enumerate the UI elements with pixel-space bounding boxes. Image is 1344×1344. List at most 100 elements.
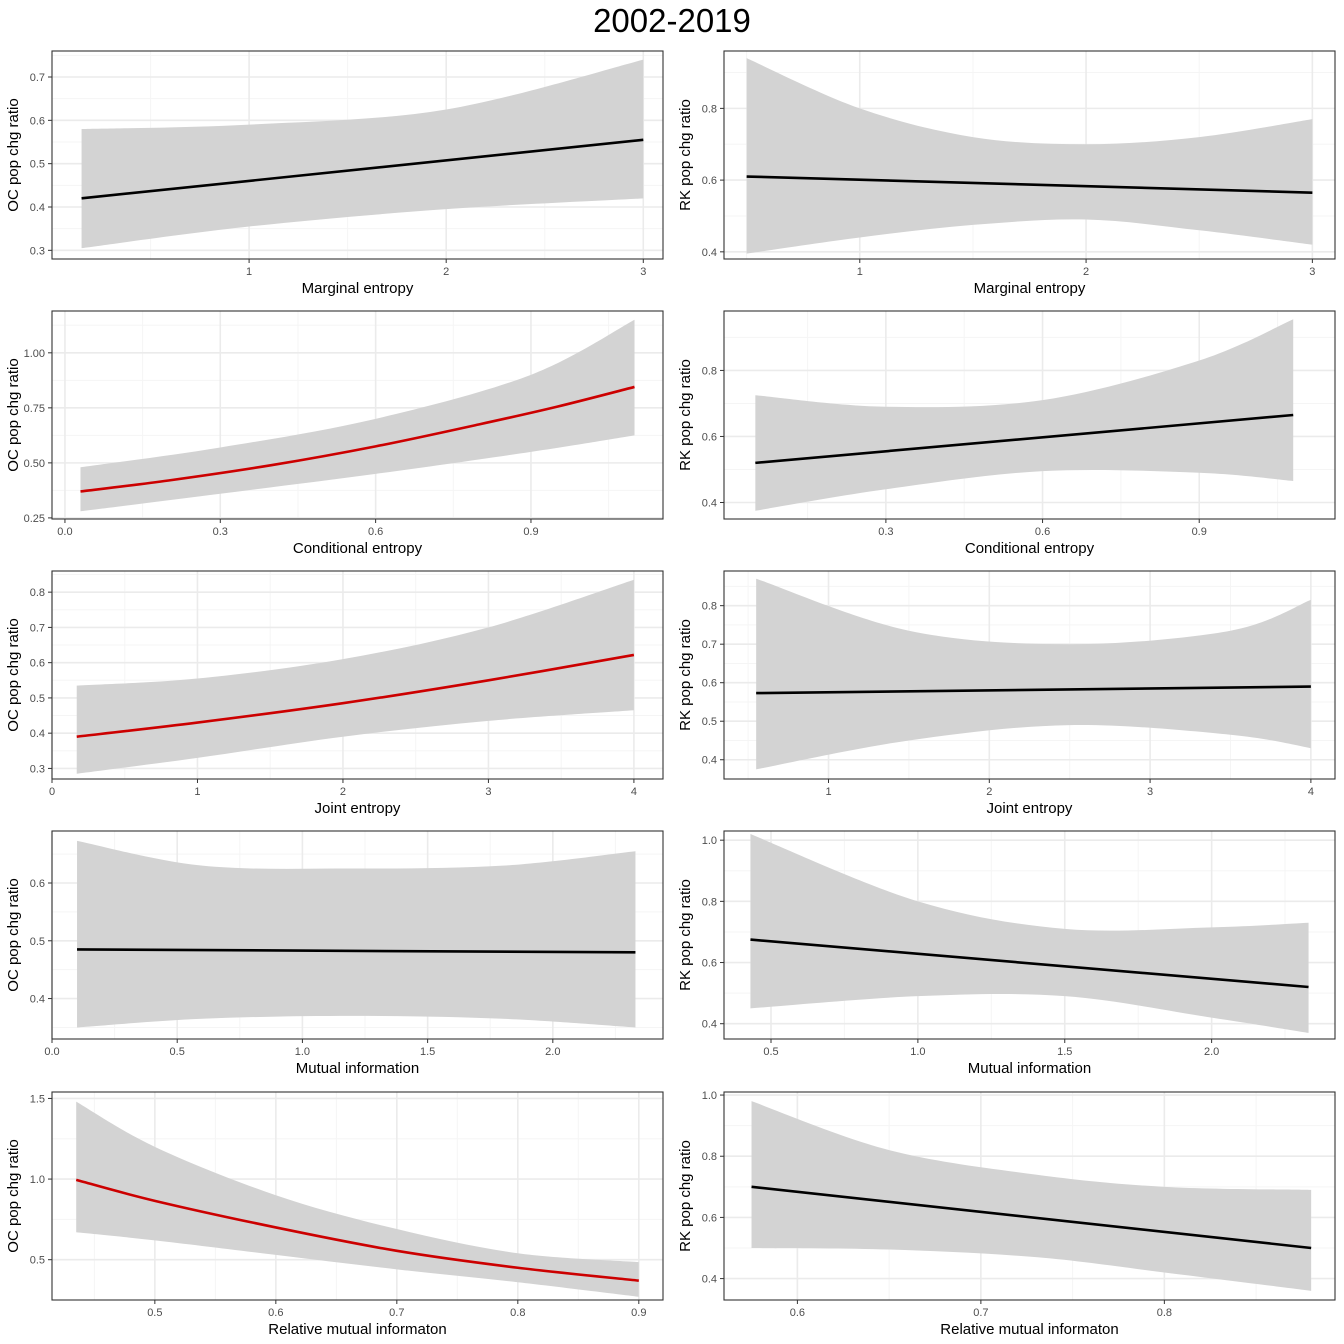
chart-panel-rk-joint: 1 2 3 4 0.4 0.5 0.6 0.7 0.8 Joint entropy RK pop c… [677,570,1336,817]
y-axis-title: RK pop chg ratio [677,619,694,731]
x-tick-label: 3 [1147,786,1153,798]
y-tick-label: 0.6 [702,1212,717,1224]
y-tick-label: 1.5 [30,1093,45,1105]
y-tick-label: 1.00 [24,348,45,360]
y-tick-label: 0.3 [30,763,45,775]
fit-line [756,685,1311,695]
y-axis-title: RK pop chg ratio [677,879,694,991]
x-tick-label: 1.5 [420,1046,435,1058]
x-axis-title: Conditional entropy [293,540,423,557]
panel-border [723,570,1336,780]
x-tick-label: 0.7 [973,1307,988,1319]
y-tick-label: 0.4 [30,202,45,214]
x-axis-title: Mutual information [296,1060,419,1077]
x-axis-title: Conditional entropy [965,540,1095,557]
x-tick-label: 2 [340,786,346,798]
y-tick-label: 0.4 [702,1019,717,1031]
fit-line [755,413,1294,465]
x-tick-label: 2.0 [1204,1046,1219,1058]
x-tick-label: 0.5 [147,1307,162,1319]
x-tick-label: 1.5 [1057,1046,1072,1058]
y-tick-label: 0.5 [702,716,717,728]
x-tick-label: 3 [1309,266,1315,278]
y-tick-label: 0.6 [30,878,45,890]
panel-border [51,310,664,520]
fit-line [77,948,636,954]
x-tick-label: 0.7 [389,1307,404,1319]
y-tick-label: 0.8 [702,1151,717,1163]
y-axis-title: RK pop chg ratio [677,1140,694,1252]
panel-border [51,570,664,780]
y-tick-label: 0.8 [30,587,45,599]
x-axis-title: Marginal entropy [302,280,414,297]
x-tick-label: 2 [1083,266,1089,278]
y-tick-label: 0.4 [702,247,717,259]
x-axis-title: Relative mutual informaton [940,1321,1118,1338]
y-tick-label: 0.5 [30,159,45,171]
x-tick-label: 0.6 [368,526,383,538]
x-axis-title: Joint entropy [315,800,401,817]
fit-line [751,1185,1312,1250]
chart-panel-rk-marginal: 1 2 3 0.4 0.6 0.8 Marginal entropy RK pop chg r… [677,50,1336,297]
y-tick-label: 0.6 [702,175,717,187]
x-tick-label: 2.0 [545,1046,560,1058]
x-tick-label: 0.6 [790,1307,805,1319]
fit-line [750,938,1309,989]
y-tick-label: 1.0 [30,1174,45,1186]
x-tick-label: 0.3 [213,526,228,538]
confidence-band [77,840,636,1028]
y-tick-label: 0.4 [702,755,717,767]
y-tick-label: 0.7 [30,622,45,634]
y-tick-label: 0.8 [702,896,717,908]
y-tick-label: 0.6 [702,958,717,970]
x-tick-label: 3 [640,266,646,278]
x-tick-label: 1.0 [295,1046,310,1058]
x-tick-label: 2 [986,786,992,798]
y-tick-label: 0.8 [702,365,717,377]
panel-border [51,50,664,260]
y-axis-title: OC pop chg ratio [5,1139,22,1252]
fit-line [746,175,1313,194]
y-tick-label: 0.7 [702,639,717,651]
y-tick-label: 1.0 [702,1090,717,1102]
fit-line [75,1178,639,1282]
y-tick-label: 0.8 [702,103,717,115]
y-tick-label: 0.7 [30,72,45,84]
y-tick-label: 0.6 [702,431,717,443]
fit-line [81,138,644,200]
x-tick-label: 4 [631,786,637,798]
y-tick-label: 0.4 [702,1274,717,1286]
chart-panel-oc-mutual: 0.0 0.5 1.0 1.5 2.0 0.4 0.5 0.6 Mutual informati… [5,830,664,1077]
x-tick-label: 0.5 [170,1046,185,1058]
panel-border [723,310,1336,520]
x-axis-title: Joint entropy [987,800,1073,817]
panel-border [51,830,664,1040]
y-axis-title: RK pop chg ratio [677,99,694,211]
y-tick-label: 0.50 [24,458,45,470]
x-tick-label: 0.6 [268,1307,283,1319]
x-axis-title: Relative mutual informaton [268,1321,446,1338]
x-tick-label: 0.9 [523,526,538,538]
y-tick-label: 0.6 [30,658,45,670]
chart-panel-rk-conditional: 0.3 0.6 0.9 0.4 0.6 0.8 Conditional entropy RK … [677,310,1336,557]
x-tick-label: 0.9 [1192,526,1207,538]
confidence-band [755,319,1294,511]
chart-panel-rk-relative: 0.6 0.7 0.8 0.4 0.6 0.8 1.0 Relative mutual inf… [677,1090,1336,1338]
y-axis-title: OC pop chg ratio [5,878,22,991]
panel-border [723,1091,1336,1301]
y-tick-label: 0.4 [30,994,45,1006]
y-tick-label: 0.3 [30,245,45,257]
fit-line [80,385,635,493]
x-tick-label: 0.9 [631,1307,646,1319]
page-title: 2002-2019 [593,2,751,39]
fit-line [76,653,635,738]
x-tick-label: 0.0 [44,1046,59,1058]
chart-panel-oc-conditional: 0.0 0.3 0.6 0.9 0.25 0.50 0.75 1.00 Conditional … [5,310,664,557]
y-axis-title: RK pop chg ratio [677,359,694,471]
y-tick-label: 0.75 [24,403,45,415]
confidence-band [751,1101,1312,1291]
confidence-band [80,319,635,512]
y-tick-label: 0.5 [30,1255,45,1267]
confidence-band [750,834,1309,1033]
